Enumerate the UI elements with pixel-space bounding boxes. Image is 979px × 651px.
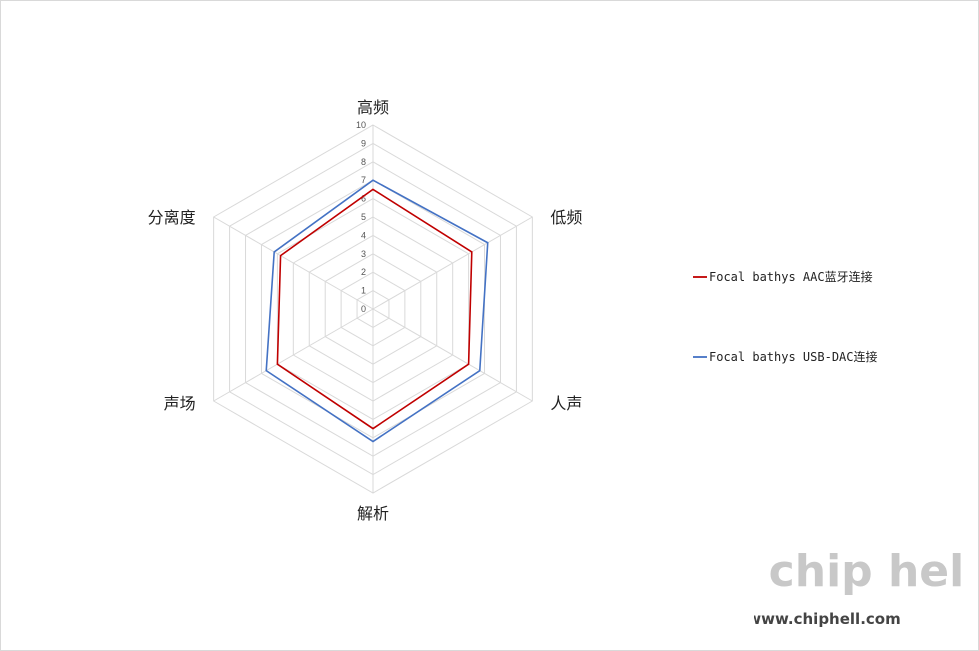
axis-label: 低频 — [550, 208, 582, 227]
axis-label: 高频 — [357, 98, 389, 117]
axis-label: 人声 — [550, 394, 582, 413]
series-line-0 — [276, 188, 473, 430]
tick-label: 9 — [361, 138, 366, 148]
axis-label: 声场 — [164, 394, 196, 413]
tick-label: 7 — [361, 175, 366, 185]
tick-label: 3 — [361, 249, 366, 259]
watermark-url: www.chiphell.com — [754, 610, 901, 628]
spoke-1 — [372, 216, 533, 310]
legend-entry: Focal bathys AAC蓝牙连接 — [709, 269, 873, 284]
tick-label: 10 — [356, 120, 366, 130]
series-line-1 — [265, 179, 489, 443]
tick-label: 5 — [361, 212, 366, 222]
spoke-5 — [213, 216, 374, 310]
spoke-2 — [372, 308, 533, 402]
tick-label: 6 — [361, 194, 366, 204]
tick-label: 8 — [361, 157, 366, 167]
chiphell-watermark: chip hell www.chiphell.com — [754, 546, 964, 628]
tick-label: 4 — [361, 230, 366, 240]
axis-label: 分离度 — [148, 208, 196, 227]
legend: Focal bathys AAC蓝牙连接 Focal bathys USB-DAC… — [693, 269, 878, 364]
tick-label: 1 — [361, 286, 366, 296]
tick-label: 0 — [361, 304, 366, 314]
watermark-logo: chip hell — [769, 546, 964, 597]
spoke-4 — [213, 308, 374, 402]
radar-tick-labels: 0 1 2 3 4 5 6 7 8 9 10 — [356, 120, 366, 314]
tick-label: 2 — [361, 267, 366, 277]
radar-series — [265, 179, 489, 443]
axis-label: 解析 — [357, 504, 389, 523]
radar-spokes — [213, 125, 533, 493]
legend-entry: Focal bathys USB-DAC连接 — [709, 349, 878, 364]
